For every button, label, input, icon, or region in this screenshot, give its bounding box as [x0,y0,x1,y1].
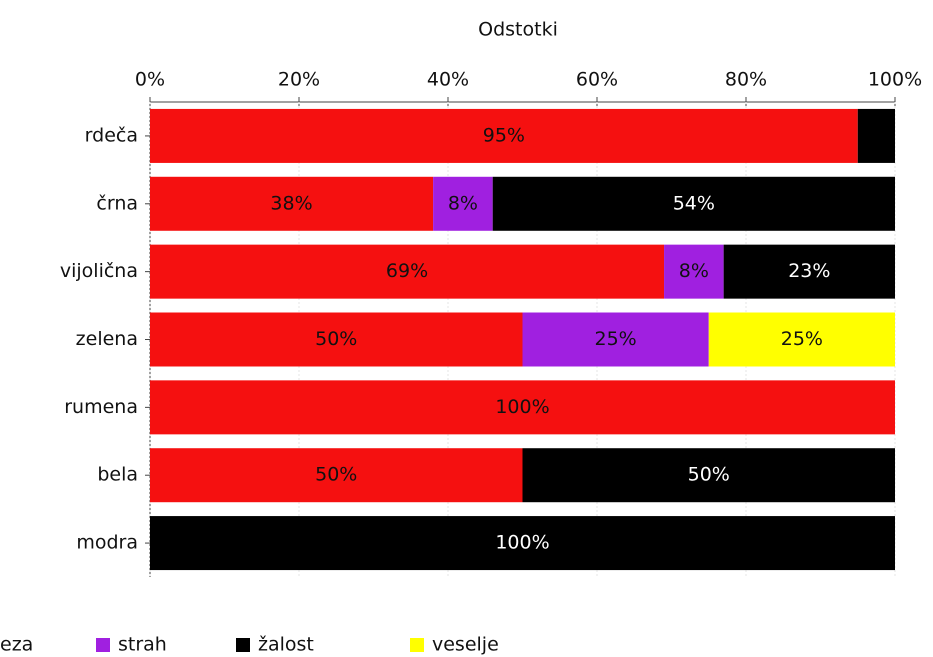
y-tick-label: rumena [64,396,138,418]
x-tick-label: 0% [135,69,165,91]
bar-segment [492,176,895,231]
legend-label: veselje [432,634,499,656]
value-label: 38% [270,192,312,214]
y-tick-label: bela [97,464,138,486]
legend-swatch [96,638,110,652]
x-tick-label: 40% [427,69,469,91]
bar-segment [150,312,523,367]
value-label: 69% [386,260,428,282]
y-tick-label: rdeča [85,124,138,146]
value-label: 100% [495,532,549,554]
bar-segment [150,516,895,571]
value-label: 8% [448,192,478,214]
value-label: 25% [595,328,637,350]
bar-segment [150,108,858,163]
bar-segment [723,244,895,299]
x-tick-label: 60% [576,69,618,91]
legend-swatch [410,638,424,652]
x-tick-label: 20% [278,69,320,91]
y-tick-label: modra [76,532,138,554]
legend-label: eza [0,634,33,656]
bar-segment [857,108,895,163]
value-label: 54% [673,192,715,214]
value-label: 95% [483,124,525,146]
y-tick-label: vijolična [60,260,138,282]
legend-swatch [236,638,250,652]
x-tick-label: 80% [725,69,767,91]
bar-segment [522,448,895,503]
value-label: 50% [688,464,730,486]
bar-segment [150,176,434,231]
value-label: 25% [781,328,823,350]
axis-title: Odstotki [478,19,558,41]
value-label: 50% [315,464,357,486]
bar-segment [150,380,895,435]
y-tick-label: črna [96,192,138,214]
legend-label: žalost [258,634,314,656]
y-tick-label: zelena [76,328,138,350]
bar-segment [150,448,523,503]
legend-label: strah [118,634,167,656]
value-label: 50% [315,328,357,350]
value-label: 23% [788,260,830,282]
value-label: 8% [679,260,709,282]
bar-segment [522,312,709,367]
bar-segment [150,244,665,299]
x-tick-label: 100% [868,69,922,91]
bar-segment [433,176,493,231]
bar-segment [708,312,895,367]
value-label: 100% [495,396,549,418]
bar-segment [664,244,724,299]
